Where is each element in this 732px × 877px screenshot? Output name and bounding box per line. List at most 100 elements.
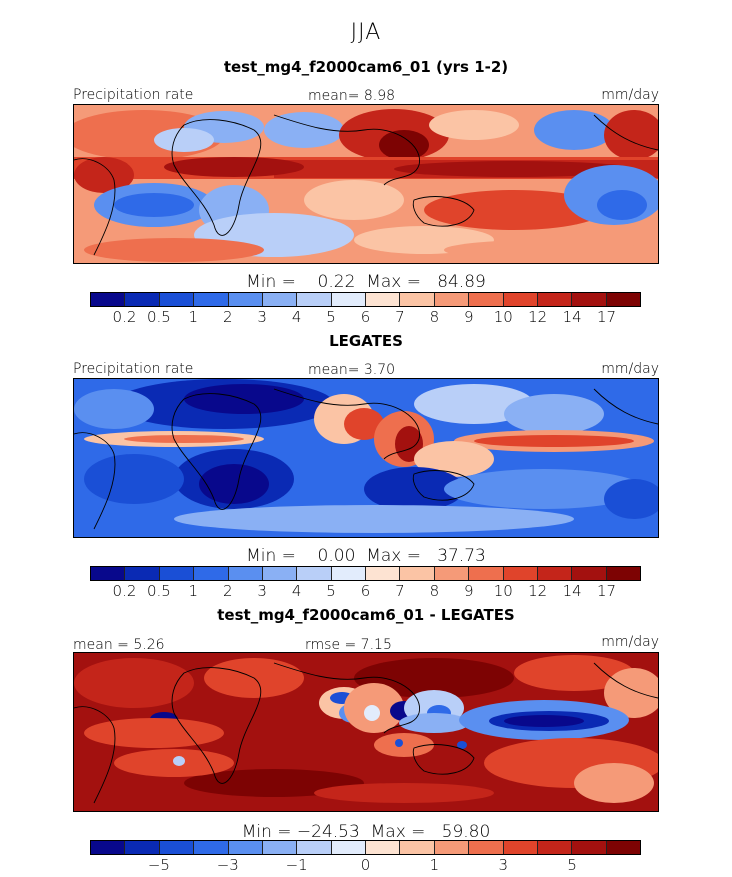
colorbar-tick-label: 14 xyxy=(562,308,582,326)
colorbar-tick-label: 2 xyxy=(222,582,233,600)
colorbar-swatch xyxy=(366,293,401,306)
colorbar-tick-label: 9 xyxy=(464,308,474,326)
colorbar-tick-label: 0.5 xyxy=(146,582,171,600)
colorbar-swatch xyxy=(228,567,263,580)
colorbar-tick-label: 1 xyxy=(429,856,440,874)
colorbar-tick-label: 1 xyxy=(188,308,199,326)
colorbar-swatch xyxy=(434,841,470,854)
panel3-colorbar-ticks: −5 −3 −1 0 1 3 5 xyxy=(90,856,641,876)
panel1-colorbar xyxy=(90,292,641,307)
colorbar-swatch xyxy=(159,567,195,580)
colorbar-tick-label: 17 xyxy=(597,582,617,600)
colorbar-tick-label: 8 xyxy=(429,308,440,326)
colorbar-tick-label: 3 xyxy=(257,582,267,600)
colorbar-swatch xyxy=(366,567,401,580)
colorbar-swatch xyxy=(366,841,401,854)
colorbar-swatch xyxy=(194,293,229,306)
colorbar-swatch xyxy=(91,293,126,306)
colorbar-tick-label: 3 xyxy=(498,856,509,874)
colorbar-swatch xyxy=(503,841,538,854)
panel2-mean-label: mean= 3.70 xyxy=(308,362,396,378)
colorbar-tick-label: 12 xyxy=(528,582,548,600)
panel2-units-label: mm/day xyxy=(601,361,659,377)
colorbar-swatch xyxy=(537,293,573,306)
colorbar-tick-label: 8 xyxy=(429,582,440,600)
colorbar-swatch xyxy=(228,293,263,306)
colorbar-tick-label: 3 xyxy=(257,308,267,326)
colorbar-tick-label: 9 xyxy=(464,582,474,600)
panel1-map xyxy=(73,104,659,264)
colorbar-swatch xyxy=(400,841,435,854)
panel2-field xyxy=(74,379,658,537)
colorbar-swatch xyxy=(297,293,332,306)
colorbar-tick-label: 10 xyxy=(493,582,513,600)
panel1-field xyxy=(74,105,658,263)
colorbar-tick-label: 5 xyxy=(567,856,577,874)
colorbar-tick-label: 6 xyxy=(360,308,371,326)
colorbar-tick-label: 0.2 xyxy=(112,308,137,326)
colorbar-swatch xyxy=(331,293,366,306)
colorbar-tick-label: −3 xyxy=(216,856,239,874)
panel3-field xyxy=(74,653,658,811)
colorbar-tick-label: 17 xyxy=(597,308,617,326)
colorbar-swatch xyxy=(537,567,573,580)
panel3-rmse-label: rmse = 7.15 xyxy=(305,637,392,653)
colorbar-swatch xyxy=(400,293,435,306)
colorbar-tick-label: 7 xyxy=(395,582,405,600)
colorbar-swatch xyxy=(297,841,332,854)
colorbar-tick-label: 5 xyxy=(326,308,336,326)
panel3-units-label: mm/day xyxy=(601,634,659,650)
panel1-title: test_mg4_f2000cam6_01 (yrs 1-2) xyxy=(223,58,509,76)
colorbar-swatch xyxy=(91,567,126,580)
colorbar-tick-label: 0.2 xyxy=(112,582,137,600)
colorbar-swatch xyxy=(572,567,607,580)
panel2-colorbar xyxy=(90,566,641,581)
colorbar-tick-label: 0 xyxy=(360,856,371,874)
colorbar-swatch xyxy=(469,293,504,306)
colorbar-swatch xyxy=(262,841,298,854)
colorbar-swatch xyxy=(606,293,640,306)
colorbar-swatch xyxy=(194,841,229,854)
panel3-title: test_mg4_f2000cam6_01 - LEGATES xyxy=(217,606,515,624)
colorbar-tick-label: 6 xyxy=(360,582,371,600)
panel3-map xyxy=(73,652,659,812)
colorbar-swatch xyxy=(400,567,435,580)
panel3-mean-label: mean = 5.26 xyxy=(73,637,165,653)
panel1-colorbar-ticks: 0.2 0.5 1 2 3 4 5 6 7 8 9 10 12 14 17 xyxy=(90,308,641,328)
colorbar-tick-label: −1 xyxy=(285,856,308,874)
colorbar-swatch xyxy=(503,293,538,306)
colorbar-swatch xyxy=(125,567,160,580)
colorbar-tick-label: 4 xyxy=(291,308,302,326)
panel2-colorbar-ticks: 0.2 0.5 1 2 3 4 5 6 7 8 9 10 12 14 17 xyxy=(90,582,641,602)
colorbar-swatch xyxy=(469,841,504,854)
colorbar-swatch xyxy=(537,841,573,854)
panel2-title: LEGATES xyxy=(329,332,403,350)
panel1-minmax: Min = 0.22 Max = 84.89 xyxy=(246,272,486,292)
colorbar-tick-label: 10 xyxy=(493,308,513,326)
colorbar-tick-label: 4 xyxy=(291,582,302,600)
panel3-minmax: Min = −24.53 Max = 59.80 xyxy=(241,822,491,842)
colorbar-tick-label: 7 xyxy=(395,308,405,326)
colorbar-swatch xyxy=(572,293,607,306)
colorbar-tick-label: 14 xyxy=(562,582,582,600)
colorbar-swatch xyxy=(125,293,160,306)
panel2-variable-label: Precipitation rate xyxy=(73,361,194,377)
panel3-colorbar xyxy=(90,840,641,855)
colorbar-swatch xyxy=(503,567,538,580)
colorbar-swatch xyxy=(297,567,332,580)
colorbar-swatch xyxy=(262,293,298,306)
colorbar-swatch xyxy=(572,841,607,854)
colorbar-swatch xyxy=(91,841,126,854)
colorbar-tick-label: 0.5 xyxy=(146,308,171,326)
colorbar-swatch xyxy=(125,841,160,854)
colorbar-swatch xyxy=(159,841,195,854)
season-title: JJA xyxy=(350,20,382,45)
panel1-mean-label: mean= 8.98 xyxy=(308,88,396,104)
colorbar-swatch xyxy=(434,567,470,580)
colorbar-swatch xyxy=(262,567,298,580)
colorbar-swatch xyxy=(606,841,640,854)
colorbar-swatch xyxy=(194,567,229,580)
colorbar-swatch xyxy=(228,841,263,854)
colorbar-swatch xyxy=(331,567,366,580)
panel1-units-label: mm/day xyxy=(601,87,659,103)
